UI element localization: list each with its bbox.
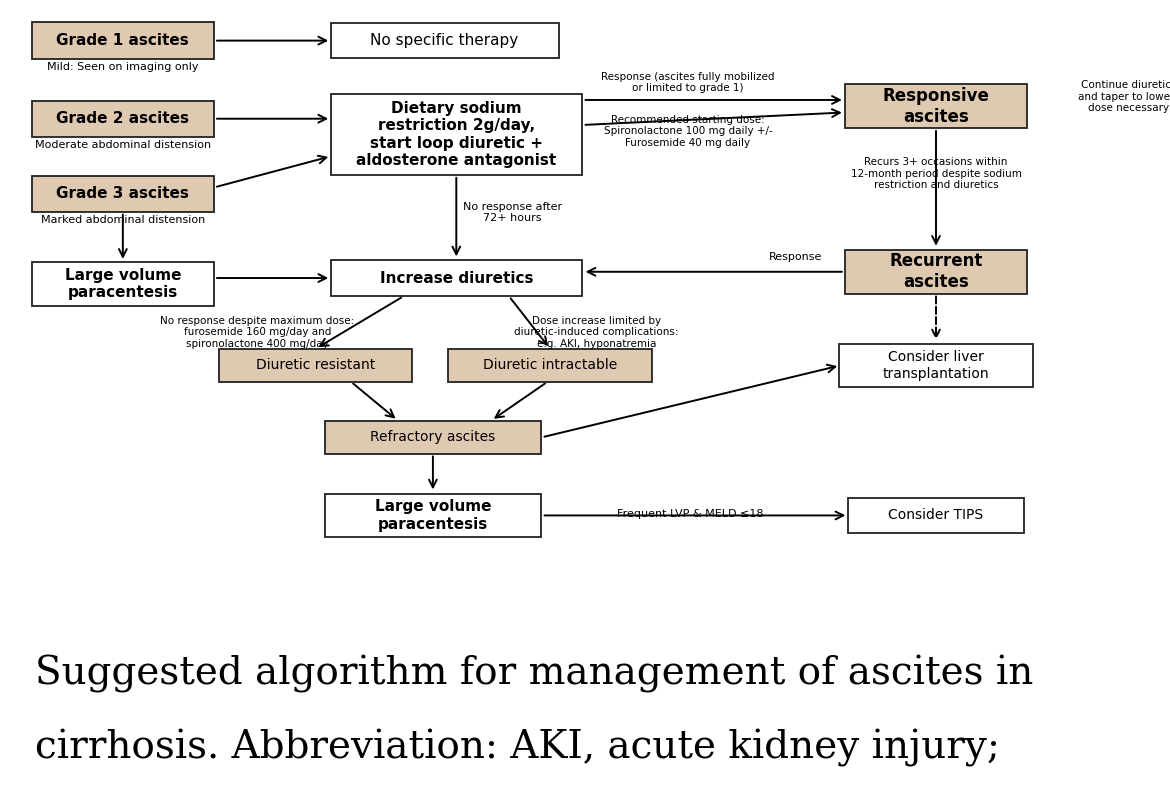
FancyBboxPatch shape	[840, 344, 1033, 388]
FancyBboxPatch shape	[324, 493, 541, 537]
Text: Large volume
paracentesis: Large volume paracentesis	[374, 499, 491, 532]
Text: Grade 2 ascites: Grade 2 ascites	[56, 111, 190, 127]
Text: Suggested algorithm for management of ascites in: Suggested algorithm for management of as…	[35, 655, 1033, 693]
FancyBboxPatch shape	[331, 94, 583, 175]
Text: No response despite maximum dose:
furosemide 160 mg/day and
spironolactone 400 m: No response despite maximum dose: furose…	[160, 316, 355, 349]
FancyBboxPatch shape	[32, 22, 213, 58]
Text: Diuretic resistant: Diuretic resistant	[256, 359, 376, 372]
Text: Marked abdominal distension: Marked abdominal distension	[41, 215, 205, 225]
FancyBboxPatch shape	[324, 421, 541, 453]
FancyBboxPatch shape	[220, 349, 413, 382]
FancyBboxPatch shape	[32, 175, 213, 211]
FancyBboxPatch shape	[32, 263, 213, 306]
Text: Large volume
paracentesis: Large volume paracentesis	[64, 268, 181, 300]
Text: Response (ascites fully mobilized
or limited to grade 1): Response (ascites fully mobilized or lim…	[601, 71, 775, 93]
Text: Consider liver
transplantation: Consider liver transplantation	[882, 350, 990, 380]
Text: Recurs 3+ occasions within
12-month period despite sodium
restriction and diuret: Recurs 3+ occasions within 12-month peri…	[851, 157, 1021, 191]
Text: Consider TIPS: Consider TIPS	[888, 509, 984, 522]
FancyBboxPatch shape	[848, 498, 1024, 533]
FancyBboxPatch shape	[32, 101, 213, 137]
Text: Increase diuretics: Increase diuretics	[379, 271, 534, 285]
Text: No specific therapy: No specific therapy	[371, 33, 518, 48]
Text: Recurrent
ascites: Recurrent ascites	[889, 252, 983, 292]
FancyBboxPatch shape	[331, 260, 583, 296]
Text: Refractory ascites: Refractory ascites	[370, 430, 496, 445]
Text: cirrhosis. Abbreviation: AKI, acute kidney injury;: cirrhosis. Abbreviation: AKI, acute kidn…	[35, 729, 1000, 767]
Text: Moderate abdominal distension: Moderate abdominal distension	[35, 140, 211, 150]
Text: Continue diuretics
and taper to lowest
dose necessary: Continue diuretics and taper to lowest d…	[1079, 80, 1170, 114]
FancyBboxPatch shape	[845, 250, 1027, 294]
FancyBboxPatch shape	[845, 84, 1027, 128]
Text: Dose increase limited by
diuretic-induced complications:
e.g. AKI, hyponatremia: Dose increase limited by diuretic-induce…	[515, 316, 679, 349]
Text: Frequent LVP & MELD ≤18: Frequent LVP & MELD ≤18	[617, 509, 764, 518]
Text: Mild: Seen on imaging only: Mild: Seen on imaging only	[47, 62, 199, 72]
Text: Grade 3 ascites: Grade 3 ascites	[56, 186, 190, 201]
Text: Responsive
ascites: Responsive ascites	[882, 87, 990, 126]
Text: Diuretic intractable: Diuretic intractable	[483, 359, 617, 372]
Text: No response after
72+ hours: No response after 72+ hours	[463, 202, 562, 223]
Text: Response: Response	[769, 252, 823, 263]
Text: Dietary sodium
restriction 2g/day,
start loop diuretic +
aldosterone antagonist: Dietary sodium restriction 2g/day, start…	[356, 101, 557, 168]
FancyBboxPatch shape	[330, 23, 559, 58]
FancyBboxPatch shape	[447, 349, 652, 382]
Text: Recommended starting dose:
Spironolactone 100 mg daily +/-
Furosemide 40 mg dail: Recommended starting dose: Spironolacton…	[604, 115, 772, 148]
Text: Grade 1 ascites: Grade 1 ascites	[56, 33, 190, 48]
